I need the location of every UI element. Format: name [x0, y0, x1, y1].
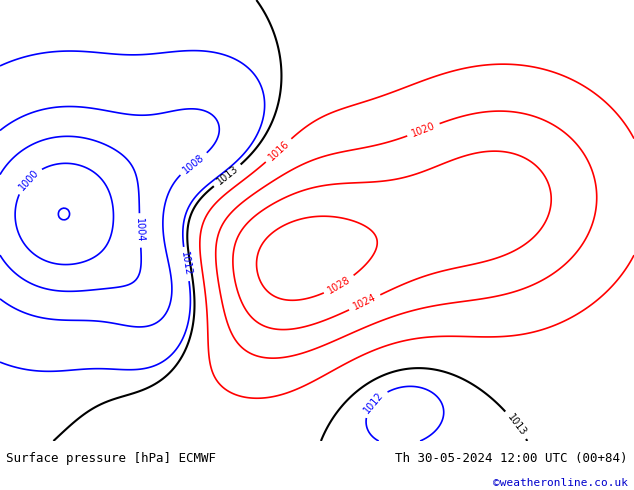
Text: ©weatheronline.co.uk: ©weatheronline.co.uk: [493, 478, 628, 488]
Text: 1020: 1020: [410, 121, 437, 139]
Text: 1000: 1000: [16, 168, 41, 193]
Text: 1008: 1008: [181, 152, 206, 175]
Text: 1016: 1016: [266, 139, 291, 162]
Text: 1024: 1024: [351, 293, 378, 312]
Text: Th 30-05-2024 12:00 UTC (00+84): Th 30-05-2024 12:00 UTC (00+84): [395, 452, 628, 465]
Text: 1012: 1012: [179, 251, 193, 277]
Text: 1013: 1013: [215, 164, 240, 187]
Text: Surface pressure [hPa] ECMWF: Surface pressure [hPa] ECMWF: [6, 452, 216, 465]
Text: 1012: 1012: [362, 390, 385, 416]
Text: 1013: 1013: [505, 412, 527, 438]
Text: 1028: 1028: [326, 274, 353, 295]
Text: 1004: 1004: [134, 218, 145, 243]
